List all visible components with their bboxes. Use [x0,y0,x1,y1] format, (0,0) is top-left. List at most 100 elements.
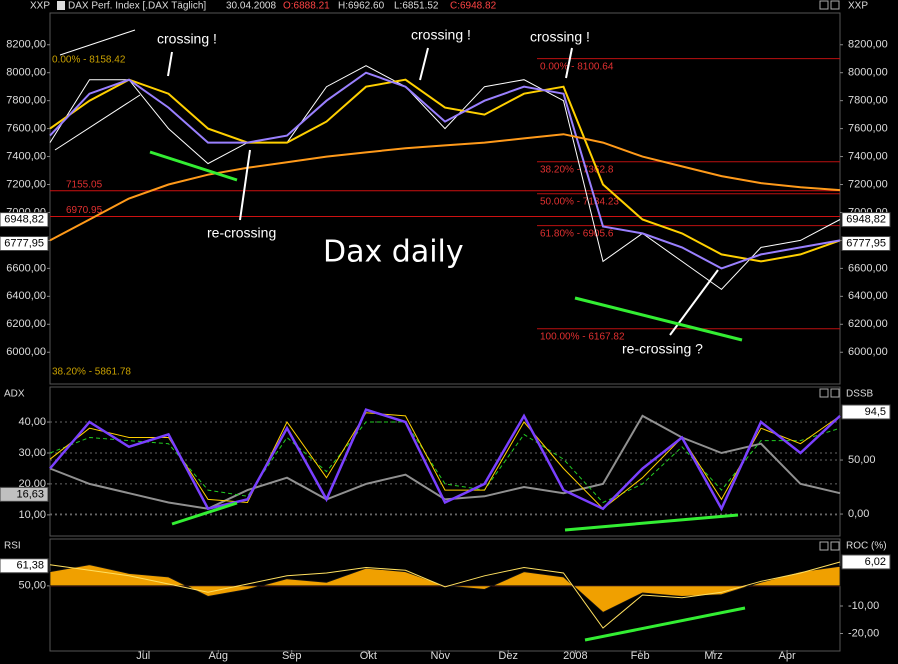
date: 30.04.2008 [226,1,276,12]
instrument: DAX Perf. Index [.DAX Täglich] [68,1,206,12]
y-tick-label: 40,00 [18,416,46,428]
price-marker-label: 6777,95 [4,237,44,249]
level-label: 0.00% - 8100.64 [540,61,614,72]
divergence-line [564,513,739,532]
y2-tick-label: 8200,00 [848,39,888,51]
series-line [49,414,841,510]
trend-line [59,29,136,56]
price-marker [841,212,891,228]
y2-tick-label: 7800,00 [848,95,888,107]
window-button[interactable] [830,0,840,10]
y-tick-label: 8000,00 [6,67,46,79]
panel-title: ADX [4,389,25,400]
y-tick-label: 7800,00 [6,95,46,107]
y-tick-label: 7400,00 [6,150,46,162]
y-tick-label: 7600,00 [6,123,46,135]
level-label: 61.80% - 6905.6 [540,228,614,239]
arrow [167,51,173,77]
series-line [49,408,841,512]
price-marker [0,486,49,502]
level-label: 100.00% - 6167.82 [540,331,625,342]
open: O:6888.21 [283,1,330,12]
window-button[interactable] [819,388,829,398]
y-tick-label: 20,00 [18,478,46,490]
icon [57,1,65,10]
price-marker [841,404,891,420]
annotation: 0.00% - 8158.42 [52,55,126,66]
y-tick-label: 6600,00 [6,262,46,274]
y2-tick-label: 7400,00 [848,150,888,162]
price-marker-label: 6948,82 [4,214,44,226]
y-tick-label: 8200,00 [6,39,46,51]
annotation: crossing ! [530,29,590,45]
y2-tick-label: 6600,00 [848,262,888,274]
window-button[interactable] [819,541,829,551]
low: L:6851.52 [394,1,439,12]
y-tick-label: 10,00 [18,509,46,521]
divergence-line [584,606,746,642]
annotation: crossing ! [157,31,217,47]
y-tick-label: 6200,00 [6,318,46,330]
level-label: 50.00% - 7134.23 [540,196,619,207]
y2-tick-label: 6400,00 [848,290,888,302]
panel-title: ROC (%) [846,541,887,552]
price-marker-label: 6948,82 [846,214,886,226]
annotation: re-crossing [207,225,276,241]
y-tick-label: 30,00 [18,447,46,459]
trend-line [54,94,141,151]
divergence-lines [149,150,746,642]
window-button[interactable] [830,388,840,398]
price-marker-label: 94,5 [865,406,886,418]
x-tick-label: Aug [208,650,228,662]
series-line [49,561,841,629]
x-tick-label: 2008 [563,650,587,662]
series-line [49,65,841,291]
level-label: 6970.95 [66,205,103,216]
arrow [565,47,573,79]
window-button[interactable] [830,541,840,551]
x-tick-label: Okt [360,650,377,662]
y2-tick-label: 6000,00 [848,346,888,358]
annotation: Dax daily [323,235,464,270]
high: H:6962.60 [338,1,385,12]
arrows [54,29,719,336]
price-marker-label: 16,63 [16,488,44,500]
price-marker-label: 6,02 [865,556,886,568]
header-label: XXP [30,1,50,12]
divergence-line [149,150,238,182]
y2-tick-label: 6200,00 [848,318,888,330]
x-tick-label: Jul [136,650,150,662]
y2-tick-label: -20,00 [848,627,879,639]
level-label: 38.20% - 7362.8 [540,164,614,175]
y-tick-label: 6400,00 [6,290,46,302]
arrow [419,47,429,81]
x-tick-label: Mrz [704,650,722,662]
series-line [49,71,841,270]
window-button[interactable] [819,0,829,10]
panel-frame [49,386,841,537]
x-tick-label: Nov [430,650,450,662]
x-tick-label: Dez [498,650,518,662]
price-marker [0,236,49,252]
x-tick-label: Feb [631,650,650,662]
y2-tick-label: 0,00 [848,508,869,520]
series-line [49,78,841,263]
y2-tick-label: 8000,00 [848,67,888,79]
price-marker-label: 61,38 [16,560,44,572]
area [49,564,841,613]
divergence-line [574,296,743,342]
annotation: re-crossing ? [622,341,703,357]
price-marker-label: 6777,95 [846,237,886,249]
panel-title: DSSB [846,389,874,400]
annotation: crossing ! [411,27,471,43]
level-label: 7155.05 [66,179,103,190]
price-marker [841,236,891,252]
x-tick-label: Sep [282,650,302,662]
plot-layer: 6000,006200,006400,006600,006800,007000,… [0,39,891,662]
panel-title: RSI [4,541,21,552]
panel-frame [49,538,841,652]
x-tick-label: Apr [779,650,796,662]
y-tick-label: 6000,00 [6,346,46,358]
